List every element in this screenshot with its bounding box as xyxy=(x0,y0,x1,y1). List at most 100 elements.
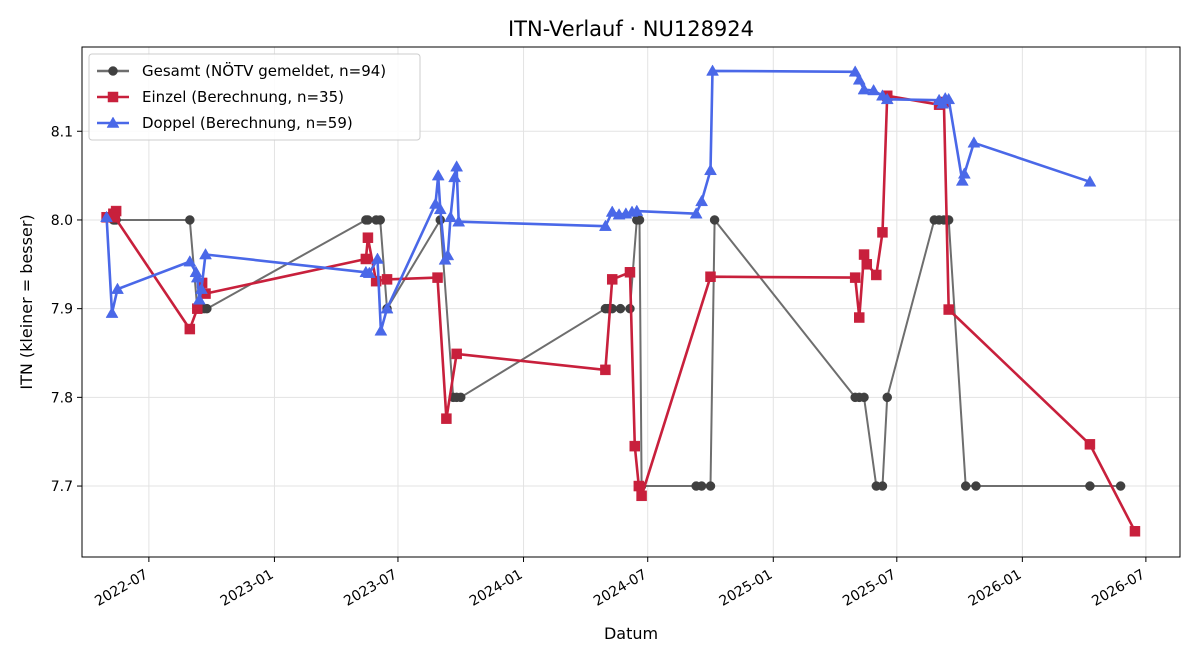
legend-marker xyxy=(108,66,118,76)
data-point xyxy=(849,272,861,283)
legend-box xyxy=(88,53,421,141)
data-point xyxy=(450,160,464,172)
legend: Gesamt (NÖTV gemeldet, n=94) Einzel (Bere… xyxy=(88,53,421,141)
data-point xyxy=(194,282,208,294)
data-point xyxy=(634,215,645,225)
data-point xyxy=(370,275,382,287)
x-axis: 2022-07 2023-01 2023-07 2024-01 2024-07 2025-… xyxy=(92,557,1148,610)
data-point xyxy=(706,64,719,76)
series-line xyxy=(105,94,1137,533)
data-point xyxy=(363,215,373,225)
x-tick-label: 2024-07 xyxy=(591,567,650,610)
data-point xyxy=(1085,481,1095,491)
data-point xyxy=(1129,526,1141,537)
data-point xyxy=(705,481,716,491)
data-point xyxy=(452,215,466,227)
data-point xyxy=(705,271,716,282)
data-point xyxy=(880,92,894,105)
y-tick-label: 7.7 xyxy=(51,479,73,495)
x-tick-label: 2024-01 xyxy=(467,567,526,610)
legend-marker xyxy=(107,91,119,103)
data-point xyxy=(381,274,393,285)
plot-frame xyxy=(81,46,1181,558)
data-point xyxy=(371,252,384,264)
data-point xyxy=(867,83,881,96)
data-point xyxy=(184,323,196,335)
data-point xyxy=(636,490,647,502)
data-point xyxy=(444,210,457,223)
data-point xyxy=(848,65,862,77)
data-point xyxy=(192,303,203,314)
data-point xyxy=(1083,175,1097,187)
data-point xyxy=(100,210,113,223)
x-tick-label: 2023-01 xyxy=(218,567,277,610)
data-point xyxy=(362,232,374,243)
data-point xyxy=(185,215,195,225)
data-point xyxy=(606,274,618,285)
y-axis: 7.7 7.8 7.9 8.0 8.1 xyxy=(51,124,82,495)
y-tick-label: 8.1 xyxy=(51,124,73,140)
data-point xyxy=(957,167,971,179)
data-point xyxy=(362,266,376,278)
data-point xyxy=(605,205,619,217)
data-point xyxy=(192,293,206,305)
data-point xyxy=(1084,439,1096,450)
data-point xyxy=(882,392,892,403)
data-point xyxy=(432,272,443,283)
x-tick-label: 2023-07 xyxy=(341,567,400,610)
data-point xyxy=(199,248,212,260)
data-point xyxy=(451,348,462,360)
x-axis-label: Datum xyxy=(604,624,658,643)
data-point xyxy=(695,194,709,207)
data-point xyxy=(431,169,445,181)
data-point xyxy=(633,480,645,492)
data-point xyxy=(374,324,388,336)
chart-title: ITN-Verlauf · NU128924 xyxy=(508,17,754,41)
x-tick-label: 2026-01 xyxy=(966,567,1025,610)
data-point xyxy=(971,481,981,491)
data-point xyxy=(857,83,871,95)
data-point xyxy=(696,481,707,491)
data-point xyxy=(877,481,888,491)
data-point xyxy=(704,163,717,176)
data-point xyxy=(689,207,703,219)
data-point xyxy=(942,92,956,105)
y-axis-label: ITN (kleiner = besser) xyxy=(17,214,36,389)
data-point xyxy=(871,269,882,281)
data-point xyxy=(600,364,611,376)
y-tick-label: 7.8 xyxy=(51,390,73,406)
legend-marker xyxy=(106,116,120,128)
series-square xyxy=(101,90,1141,537)
data-point xyxy=(441,248,455,261)
data-point xyxy=(859,392,869,403)
data-point xyxy=(615,303,626,314)
data-point xyxy=(429,197,442,209)
data-point xyxy=(433,202,447,215)
series-circle xyxy=(108,215,1126,491)
data-point xyxy=(202,303,212,314)
data-point xyxy=(629,440,641,452)
series-triangle xyxy=(100,64,1097,336)
data-point xyxy=(380,302,394,314)
data-point xyxy=(111,282,124,294)
data-point xyxy=(624,267,636,278)
data-point xyxy=(858,249,870,260)
data-point xyxy=(955,174,969,186)
y-tick-label: 8.0 xyxy=(51,213,73,229)
x-tick-label: 2025-07 xyxy=(840,567,899,610)
legend-label: Einzel (Berechnung, n=35) xyxy=(142,88,344,106)
data-point xyxy=(630,204,644,216)
data-point xyxy=(441,413,452,424)
data-point xyxy=(1115,481,1126,491)
legend-label: Doppel (Berechnung, n=59) xyxy=(142,114,353,132)
data-point xyxy=(598,219,612,231)
data-point xyxy=(183,255,197,267)
x-tick-label: 2022-07 xyxy=(92,567,151,610)
data-point xyxy=(105,306,119,318)
y-tick-label: 7.9 xyxy=(51,302,73,318)
data-point xyxy=(709,215,720,225)
data-point xyxy=(861,259,873,270)
data-point xyxy=(960,481,971,491)
